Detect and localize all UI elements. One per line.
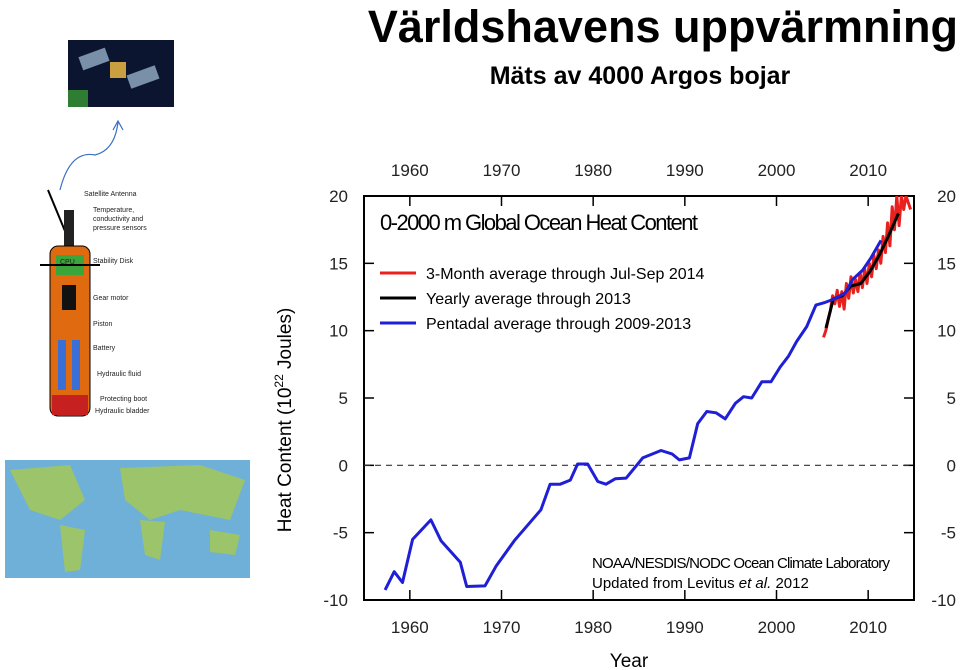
float-label: pressure sensors bbox=[93, 225, 147, 232]
x-tick-label: 1990 bbox=[666, 618, 704, 637]
slide-title: Världshavens uppvärmning bbox=[368, 1, 958, 52]
legend-label: 3-Month average through Jul-Sep 2014 bbox=[426, 266, 705, 283]
float-map bbox=[5, 460, 250, 600]
y-axis-label-part: Joules) bbox=[275, 308, 296, 375]
y-tick-label: -10 bbox=[323, 591, 348, 610]
credit-line: Updated from Levitus et al. 2012 bbox=[592, 575, 809, 592]
x-tick-label-top: 2000 bbox=[758, 161, 796, 180]
x-tick-label: 1980 bbox=[574, 618, 612, 637]
float-label: Temperature, bbox=[93, 207, 134, 214]
credit-part: Updated from Levitus bbox=[592, 575, 739, 592]
arrow-head bbox=[112, 119, 124, 131]
y-tick-label: 15 bbox=[329, 254, 348, 273]
series-line bbox=[383, 239, 883, 591]
x-axis-label: Year bbox=[610, 651, 649, 670]
x-tick-label: 1970 bbox=[483, 618, 521, 637]
float-label: Stability Disk bbox=[93, 258, 134, 265]
x-tick-label: 2010 bbox=[849, 618, 887, 637]
legend-label: Yearly average through 2013 bbox=[426, 291, 631, 308]
y-tick-label-right: 20 bbox=[937, 187, 956, 206]
y-axis-label-part: 22 bbox=[272, 374, 286, 388]
y-tick-label-right: -5 bbox=[941, 524, 956, 543]
slide-subtitle: Mäts av 4000 Argos bojar bbox=[490, 62, 791, 90]
series-layer bbox=[383, 196, 913, 591]
float-label: Piston bbox=[93, 321, 113, 328]
y-tick-label: 20 bbox=[329, 187, 348, 206]
float-label: Battery bbox=[93, 345, 116, 352]
x-tick-label-top: 1990 bbox=[666, 161, 704, 180]
argo-float bbox=[40, 189, 100, 417]
satellite-image bbox=[68, 40, 174, 107]
float-label: conductivity and bbox=[93, 216, 143, 223]
y-tick-label-right: 15 bbox=[937, 254, 956, 273]
float-label: Hydraulic fluid bbox=[97, 371, 141, 378]
float-label: Protecting boot bbox=[100, 396, 147, 403]
x-tick-label-top: 1960 bbox=[391, 161, 429, 180]
float-label: Satellite Antenna bbox=[84, 191, 137, 198]
y-axis-label: Heat Content (1022 Joules) bbox=[272, 308, 296, 533]
credit-part: et al. bbox=[739, 575, 772, 592]
y-tick-label-right: -10 bbox=[931, 591, 956, 610]
float-label: CPU bbox=[60, 259, 75, 266]
credit-part: 2012 bbox=[771, 575, 809, 592]
y-tick-label: 5 bbox=[339, 389, 348, 408]
credit-line: NOAA/NESDIS/NODC Ocean Climate Laborator… bbox=[592, 555, 891, 572]
plot-frame bbox=[363, 195, 915, 601]
x-tick-label: 2000 bbox=[758, 618, 796, 637]
x-tick-label: 1960 bbox=[391, 618, 429, 637]
y-tick-label: -5 bbox=[333, 524, 348, 543]
x-tick-label-top: 1980 bbox=[574, 161, 612, 180]
y-tick-label: 10 bbox=[329, 322, 348, 341]
x-tick-label-top: 1970 bbox=[483, 161, 521, 180]
legend-label: Pentadal average through 2009-2013 bbox=[426, 316, 691, 333]
y-tick-label-right: 5 bbox=[947, 389, 956, 408]
float-label: Hydraulic bladder bbox=[95, 408, 150, 415]
x-tick-label-top: 2010 bbox=[849, 161, 887, 180]
y-axis-label-part: Heat Content (10 bbox=[275, 388, 296, 533]
y-tick-label-right: 0 bbox=[947, 456, 956, 475]
y-tick-label-right: 10 bbox=[937, 322, 956, 341]
signal-arrow bbox=[59, 121, 119, 191]
float-label: Gear motor bbox=[93, 295, 129, 302]
chart-title: 0-2000 m Global Ocean Heat Content bbox=[380, 210, 698, 235]
y-tick-label: 0 bbox=[339, 456, 348, 475]
